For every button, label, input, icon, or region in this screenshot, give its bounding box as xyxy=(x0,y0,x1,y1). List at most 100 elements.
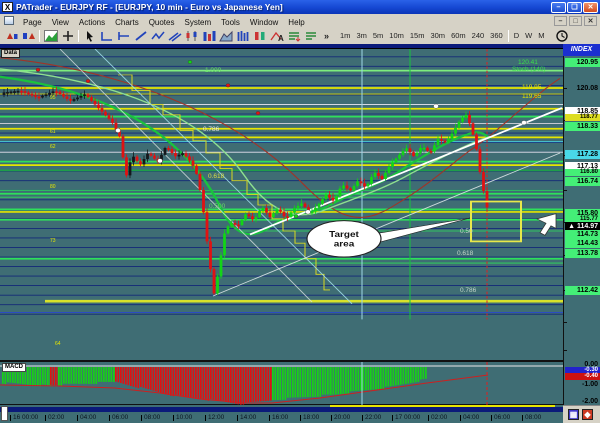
candle xyxy=(286,216,289,218)
timeframe-10m[interactable]: 10m xyxy=(389,31,404,40)
macd-bar xyxy=(337,367,340,395)
period-M[interactable]: M xyxy=(538,31,545,40)
menu-window[interactable]: Window xyxy=(249,17,279,27)
svg-text:A: A xyxy=(278,34,284,42)
macd-bar xyxy=(185,367,187,397)
trade-ticket-icon[interactable] xyxy=(20,29,37,43)
candle xyxy=(41,95,44,98)
macd-bar xyxy=(220,367,222,401)
bar-chart-icon[interactable] xyxy=(200,29,217,43)
quote-board-icon[interactable] xyxy=(3,29,20,43)
title-bar[interactable]: X PATrader - EURJPY RF - [EURJPY, 10 min… xyxy=(0,0,600,14)
menu-view[interactable]: View xyxy=(51,17,69,27)
timeframe-15m[interactable]: 15m xyxy=(409,31,425,40)
macd-bar xyxy=(405,367,407,384)
angle-line-tool-icon[interactable] xyxy=(132,29,149,43)
macd-bar xyxy=(345,367,347,394)
macd-bar xyxy=(380,367,382,390)
candle xyxy=(454,127,457,134)
child-restore-button[interactable]: □ xyxy=(569,15,582,26)
candlestick-chart-icon[interactable] xyxy=(183,29,200,43)
pivot-marker xyxy=(35,67,41,72)
macd-bar xyxy=(412,367,415,383)
fib-label: 0.500 xyxy=(209,203,226,210)
study-list-icon[interactable] xyxy=(285,29,302,43)
timeframe-240[interactable]: 240 xyxy=(471,31,485,40)
candle xyxy=(97,104,100,109)
timeframe-5m[interactable]: 5m xyxy=(372,31,384,40)
timeframe-1m[interactable]: 1m xyxy=(340,31,351,40)
horizontal-line-tool-icon[interactable] xyxy=(115,29,132,43)
candle xyxy=(202,189,205,213)
column-chart-icon[interactable] xyxy=(234,29,251,43)
timeframe-60m[interactable]: 60m xyxy=(451,31,466,40)
macd-bar xyxy=(302,367,304,398)
macd-bar xyxy=(93,367,95,384)
new-chart-icon[interactable] xyxy=(42,29,59,43)
candle xyxy=(394,158,398,163)
candle xyxy=(240,219,244,226)
macd-bar xyxy=(385,367,387,387)
time-label: 04:00 xyxy=(460,414,479,421)
candle xyxy=(422,147,426,150)
timeframe-360[interactable]: 360 xyxy=(490,31,503,40)
candle xyxy=(433,145,436,152)
menu-help[interactable]: Help xyxy=(288,17,305,27)
price-chart[interactable]: Target area Data 1.000 0.786 0.618 0.500 0.50… xyxy=(0,48,563,360)
macd-bar xyxy=(160,367,162,393)
indicator-icon[interactable]: A xyxy=(268,29,285,43)
macd-bar xyxy=(122,367,125,384)
candle xyxy=(230,222,233,227)
minimize-button[interactable]: – xyxy=(551,1,566,13)
candle xyxy=(328,194,331,198)
time-axis[interactable]: 16 00:00 02:00 04:00 06:00 08:00 10:00 12:00 14… xyxy=(0,405,563,423)
period-W[interactable]: W xyxy=(525,31,533,40)
child-window-controls: – □ ✕ xyxy=(554,15,600,26)
toolbar-overflow-button[interactable]: » xyxy=(324,30,330,41)
quote-list-icon[interactable] xyxy=(302,29,319,43)
data-tab[interactable]: Data xyxy=(1,49,21,58)
macd-panel[interactable]: MACD xyxy=(0,360,563,407)
menu-charts[interactable]: Charts xyxy=(115,17,139,27)
zigzag-tool-icon[interactable] xyxy=(149,29,166,43)
candle xyxy=(181,153,184,155)
macd-bar xyxy=(7,367,9,383)
macd-bar xyxy=(250,367,252,403)
menu-items: Page View Actions Charts Quotes System Tools Wi… xyxy=(18,12,310,30)
menu-quotes[interactable]: Quotes xyxy=(148,17,175,27)
child-minimize-button[interactable]: – xyxy=(554,15,567,26)
trendline-tool-icon[interactable] xyxy=(98,29,115,43)
indicator-label: 120.41 xyxy=(518,59,538,66)
app-icon: X xyxy=(2,2,13,12)
macd-bar xyxy=(425,367,427,379)
menu-actions[interactable]: Actions xyxy=(78,17,106,27)
time-label: 02:00 xyxy=(428,414,447,421)
crosshair-icon[interactable] xyxy=(59,29,76,43)
pointer-icon[interactable] xyxy=(81,29,98,43)
restore-button[interactable]: ❏ xyxy=(567,1,582,13)
timeframe-30m[interactable]: 30m xyxy=(430,31,446,40)
time-label: 16 00:00 xyxy=(10,414,38,421)
menu-system[interactable]: System xyxy=(184,17,212,27)
candle xyxy=(184,153,188,157)
period-D[interactable]: D xyxy=(513,31,520,40)
child-close-button[interactable]: ✕ xyxy=(584,15,597,26)
ohlc-chart-icon[interactable] xyxy=(251,29,268,43)
alert-status-icon[interactable]: ◆ xyxy=(582,409,593,420)
channel-tool-icon[interactable] xyxy=(166,29,183,43)
clock-icon[interactable] xyxy=(553,29,570,43)
candle xyxy=(23,91,27,93)
target-box xyxy=(470,200,522,243)
menu-tools[interactable]: Tools xyxy=(221,17,240,27)
candle xyxy=(58,91,62,95)
price-scale[interactable]: 120.95 120.08 118.85 118.77 118.33 117.28 117.… xyxy=(563,48,600,405)
candle xyxy=(282,211,286,217)
menu-page[interactable]: Page xyxy=(23,17,42,27)
candle xyxy=(429,150,433,153)
area-chart-icon[interactable] xyxy=(217,29,234,43)
grid-status-icon[interactable]: ▦ xyxy=(568,409,579,420)
close-button[interactable]: ✕ xyxy=(583,1,598,13)
timeframe-3m[interactable]: 3m xyxy=(356,31,367,40)
